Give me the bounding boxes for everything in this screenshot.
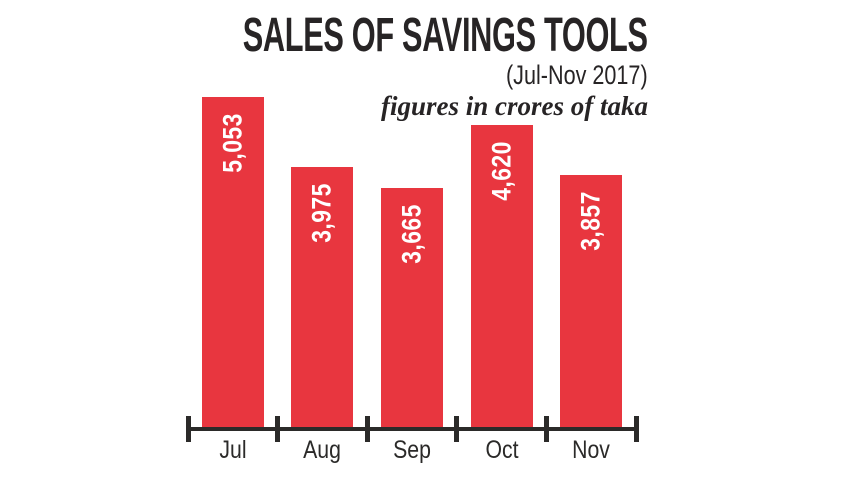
bar-value-label: 3,975 xyxy=(306,183,337,243)
bar-value-label: 4,620 xyxy=(486,141,517,201)
x-axis-label-nov: Nov xyxy=(572,436,611,464)
bar-sep: 3,665 xyxy=(381,188,443,427)
x-axis-line xyxy=(186,427,638,431)
bar-value-label: 5,053 xyxy=(217,113,248,173)
bar-aug: 3,975 xyxy=(291,167,354,427)
chart-note: figures in crores of taka xyxy=(380,91,648,121)
x-axis-label-jul: Jul xyxy=(219,436,247,464)
bar-value-label: 3,665 xyxy=(396,204,427,264)
x-axis-tick xyxy=(185,416,191,442)
x-axis-label-sep: Sep xyxy=(393,436,431,464)
bar-jul: 5,053 xyxy=(201,97,264,427)
chart-title: SALES OF SAVINGS TOOLS xyxy=(243,9,648,62)
x-axis-label-aug: Aug xyxy=(303,436,342,464)
bar-value-label: 3,857 xyxy=(575,191,606,251)
x-axis-tick xyxy=(364,416,370,442)
x-axis-tick xyxy=(543,416,549,442)
chart-header: SALES OF SAVINGS TOOLS (Jul-Nov 2017) fi… xyxy=(15,12,648,122)
bar-oct: 4,620 xyxy=(470,125,533,427)
chart-subtitle: (Jul-Nov 2017) xyxy=(506,60,648,90)
x-axis-label-oct: Oct xyxy=(485,436,519,464)
x-axis-tick xyxy=(454,416,460,442)
x-axis-tick xyxy=(275,416,281,442)
x-axis-tick xyxy=(633,416,639,442)
bar-nov: 3,857 xyxy=(560,175,623,427)
bar-chart: 5,053 3,975 3,665 4,620 3,857 Jul Aug Sep Oct No… xyxy=(185,0,639,482)
